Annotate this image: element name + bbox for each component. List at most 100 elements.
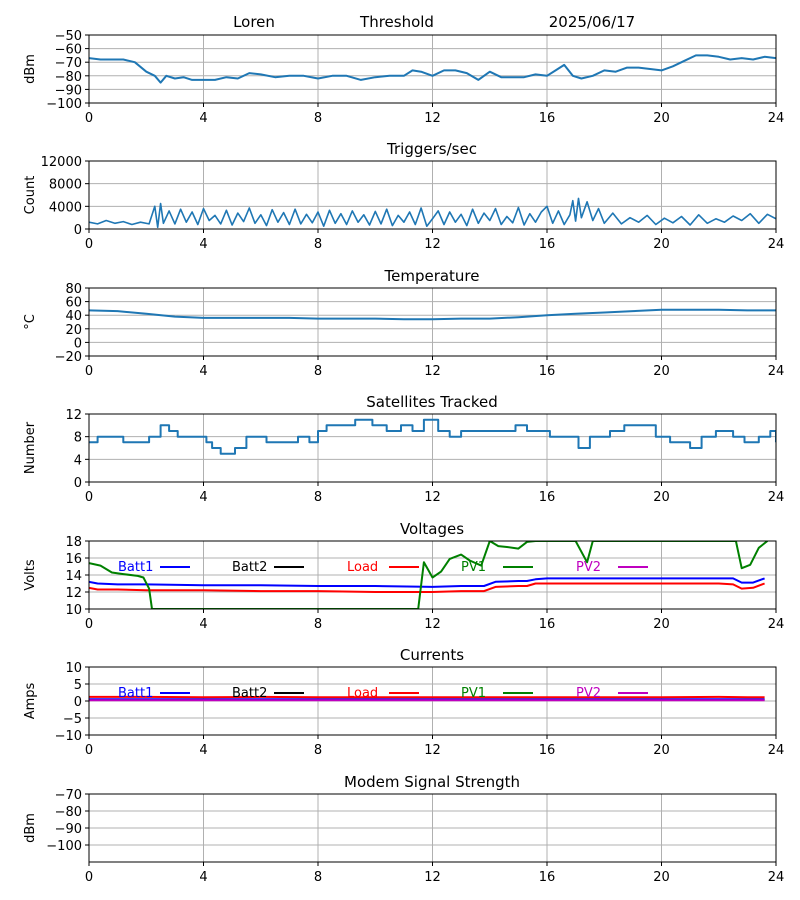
x-tick-label: 12 [424,870,441,885]
y-tick-label: 5 [74,678,82,693]
chart-panel-7: 0 4 8 12 16 20 24 −70 −80 −90 −100 Modem Signal Str… [23,773,784,885]
y-tick-label: 10 [65,661,82,676]
legend-label-load: Load [347,686,378,701]
x-tick-label: 16 [539,870,556,885]
x-tick-label: 16 [539,111,556,126]
legend-label-pv2: PV2 [576,686,601,701]
y-axis-label: dBm [23,54,38,84]
y-tick-label: 14 [65,569,82,584]
y-tick-label: −20 [55,350,82,365]
y-tick-label: −50 [55,29,82,44]
x-tick-label: 4 [199,617,207,632]
x-tick-label: 24 [768,743,785,758]
chart-panel-4: 0 4 8 12 16 20 24 0 4 8 12 Satellites Tracked Number [23,393,784,505]
x-tick-label: 0 [85,364,93,379]
x-tick-label: 0 [85,743,93,758]
x-tick-label: 16 [539,364,556,379]
y-tick-label: −100 [46,97,82,112]
chart-title: Voltages [400,520,464,538]
chart-panel-6: 0 4 8 12 16 20 24 −10 −5 0 5 10 Currents Amps Batt1 Bat… [23,646,784,758]
x-tick-label: 8 [314,111,322,126]
x-tick-label: 4 [199,111,207,126]
y-tick-label: 0 [74,476,82,491]
y-tick-label: 12 [65,408,82,423]
x-tick-label: 16 [539,617,556,632]
x-tick-label: 12 [424,237,441,252]
header-station: Loren [233,13,275,31]
chart-title: Modem Signal Strength [344,773,520,791]
y-tick-label: −100 [46,839,82,854]
x-tick-label: 20 [653,490,670,505]
y-tick-label: 8 [74,431,82,446]
chart-panel-5: 0 4 8 12 16 20 24 10 12 14 16 18 Voltages Volts Batt1 B… [23,520,784,632]
y-axis-label: dBm [23,813,38,843]
x-tick-label: 8 [314,364,322,379]
legend-label-pv1: PV1 [461,686,486,701]
chart-title: Temperature [383,267,479,285]
y-tick-label: −60 [55,43,82,58]
series-line [89,197,776,229]
y-tick-label: −5 [63,712,82,727]
x-tick-label: 16 [539,490,556,505]
legend-label-batt1: Batt1 [118,686,153,701]
y-tick-label: 20 [65,323,82,338]
x-tick-label: 12 [424,364,441,379]
y-tick-label: −10 [55,729,82,744]
x-tick-label: 8 [314,617,322,632]
chart-panel-2: 0 4 8 12 16 20 24 0 4000 8000 12000 Triggers/sec Cou… [23,140,784,252]
y-tick-label: 10 [65,603,82,618]
x-tick-label: 0 [85,490,93,505]
x-tick-label: 8 [314,490,322,505]
y-tick-label: 4000 [49,200,82,215]
y-tick-label: 4 [74,453,82,468]
x-tick-label: 16 [539,237,556,252]
x-tick-label: 12 [424,490,441,505]
x-tick-label: 8 [314,237,322,252]
series-line-pv1 [89,541,769,609]
y-tick-label: −80 [55,70,82,85]
y-tick-label: −70 [55,788,82,803]
y-tick-label: −80 [55,805,82,820]
series-line [89,308,776,321]
y-tick-label: 16 [65,552,82,567]
x-tick-label: 12 [424,743,441,758]
x-tick-label: 4 [199,237,207,252]
y-tick-label: 12 [65,586,82,601]
x-tick-label: 4 [199,870,207,885]
series-line [89,418,776,455]
y-axis-label: °C [23,314,38,330]
x-tick-label: 20 [653,870,670,885]
y-tick-label: 0 [74,336,82,351]
x-tick-label: 4 [199,490,207,505]
x-tick-label: 12 [424,617,441,632]
series-line-batt1 [89,577,765,588]
x-tick-label: 16 [539,743,556,758]
x-tick-label: 12 [424,111,441,126]
legend-label-load: Load [347,560,378,575]
legend-label-pv1: PV1 [461,560,486,575]
y-tick-label: 0 [74,223,82,238]
y-tick-label: 80 [65,282,82,297]
x-tick-label: 0 [85,237,93,252]
chart-title: Triggers/sec [386,140,477,158]
x-tick-label: 20 [653,111,670,126]
x-tick-label: 20 [653,617,670,632]
x-tick-label: 24 [768,364,785,379]
x-tick-label: 0 [85,617,93,632]
x-tick-label: 20 [653,237,670,252]
y-tick-label: 18 [65,535,82,550]
x-tick-label: 0 [85,870,93,885]
y-tick-label: 40 [65,309,82,324]
y-tick-label: −90 [55,822,82,837]
x-tick-label: 20 [653,364,670,379]
x-tick-label: 24 [768,617,785,632]
y-axis-label: Volts [23,559,38,591]
x-tick-label: 8 [314,870,322,885]
x-tick-label: 20 [653,743,670,758]
x-tick-label: 24 [768,490,785,505]
y-tick-label: 8000 [49,178,82,193]
y-tick-label: −90 [55,83,82,98]
x-tick-label: 24 [768,237,785,252]
x-tick-label: 4 [199,364,207,379]
